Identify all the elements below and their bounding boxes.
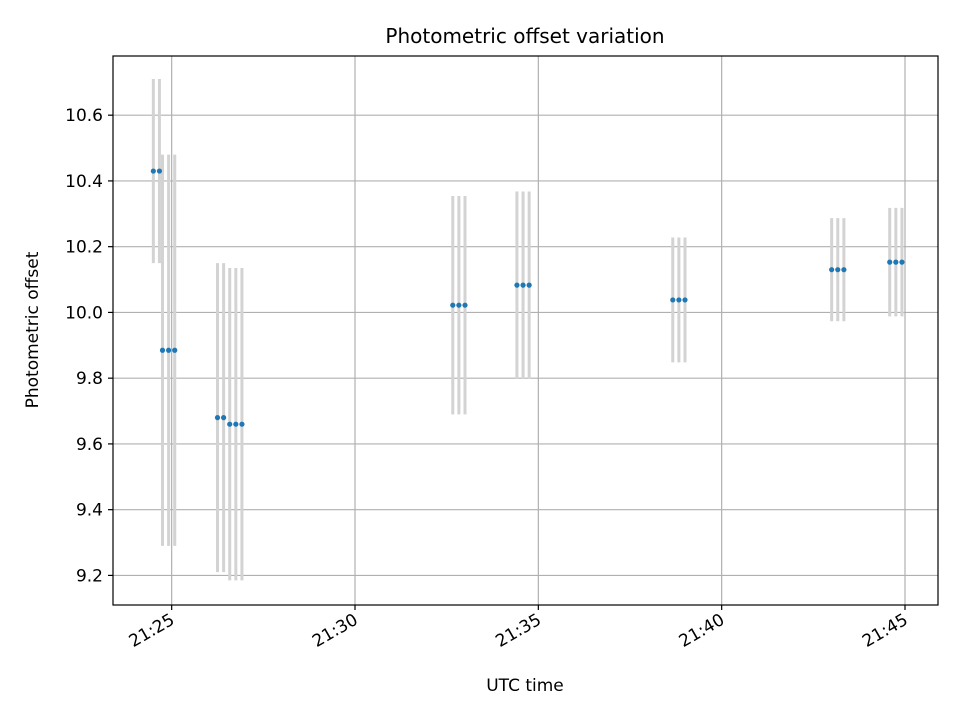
data-point	[462, 302, 468, 308]
data-point	[835, 267, 841, 273]
data-point	[520, 282, 526, 288]
data-point	[214, 415, 221, 421]
chart-title: Photometric offset variation	[385, 24, 664, 48]
y-tick-label: 9.8	[76, 369, 103, 389]
data-point	[159, 347, 166, 353]
data-point	[899, 259, 905, 265]
data-point	[166, 347, 172, 353]
data-point	[150, 168, 156, 174]
y-axis-ticks: 9.2 9.4 9.6 9.8 10.0 10.2 10.4 10.6	[65, 106, 113, 586]
data-point	[676, 297, 682, 303]
data-point	[233, 421, 239, 427]
data-point	[156, 168, 163, 174]
grid-lines	[113, 56, 938, 605]
data-point	[221, 415, 227, 421]
y-tick-label: 10.0	[65, 303, 103, 323]
data-point	[670, 297, 676, 303]
y-tick-label: 9.4	[76, 501, 103, 521]
data-point	[682, 297, 688, 303]
y-tick-label: 10.4	[65, 172, 103, 192]
data-point	[841, 267, 847, 273]
x-axis-label: UTC time	[486, 676, 564, 696]
data-point	[456, 302, 462, 308]
data-point	[893, 259, 899, 265]
y-tick-label: 10.2	[65, 238, 103, 258]
data-point	[227, 421, 233, 427]
y-tick-label: 9.6	[76, 435, 103, 455]
plot-frame	[112, 55, 939, 606]
y-axis-label: Photometric offset	[23, 251, 43, 408]
data-point	[514, 282, 520, 288]
data-point	[887, 259, 893, 265]
data-point	[526, 282, 532, 288]
data-point	[239, 421, 245, 427]
data-points	[150, 168, 905, 427]
data-point	[829, 267, 835, 273]
data-point	[172, 347, 178, 353]
y-tick-label: 10.6	[65, 106, 103, 126]
y-tick-label: 9.2	[76, 566, 103, 586]
data-point	[450, 302, 456, 308]
